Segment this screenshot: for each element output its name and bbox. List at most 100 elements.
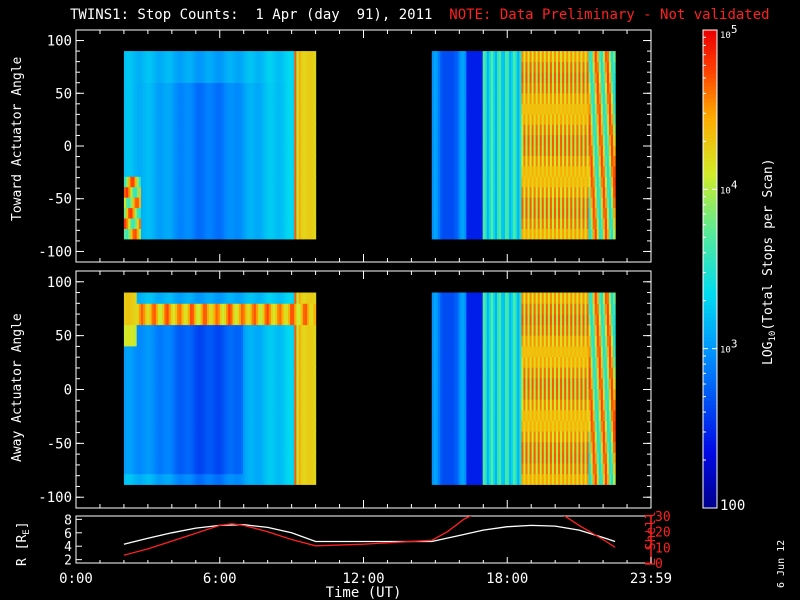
- away-heatmap-cell: [236, 345, 240, 358]
- toward-heatmap-cell: [251, 51, 255, 63]
- away-heatmap-cell: [132, 462, 136, 475]
- away-heatmap-cell: [311, 303, 315, 315]
- toward-heatmap-cell: [507, 197, 510, 209]
- away-heatmap-cell: [292, 462, 295, 475]
- toward-heatmap-cell: [446, 176, 449, 188]
- toward-heatmap-cell: [435, 155, 439, 167]
- toward-heatmap-cell: [226, 61, 229, 73]
- toward-heatmap-cell: [290, 144, 293, 156]
- toward-heatmap-cell: [130, 82, 134, 94]
- toward-heatmap-cell: [281, 155, 285, 167]
- toward-heatmap-cell: [304, 61, 308, 73]
- away-heatmap-cell: [213, 292, 217, 304]
- away-heatmap-cell: [145, 420, 148, 432]
- toward-heatmap-cell: [296, 217, 300, 229]
- away-heatmap-cell: [185, 292, 189, 304]
- toward-heatmap-cell: [138, 113, 142, 125]
- away-heatmap-cell: [245, 431, 249, 443]
- toward-heatmap-cell: [435, 197, 439, 209]
- toward-heatmap-cell: [285, 124, 289, 136]
- away-heatmap-cell: [170, 462, 174, 475]
- toward-heatmap-cell: [228, 103, 231, 115]
- toward-heatmap-cell: [470, 207, 474, 219]
- toward-heatmap-cell: [285, 217, 289, 229]
- away-heatmap-cell: [238, 473, 242, 485]
- away-heatmap-cell: [194, 388, 197, 400]
- away-heatmap-cell: [196, 303, 200, 315]
- away-heatmap-cell: [228, 377, 231, 390]
- toward-heatmap-cell: [209, 134, 212, 146]
- toward-heatmap-cell: [309, 197, 312, 209]
- toward-heatmap-cell: [549, 71, 553, 83]
- toward-heatmap-cell: [221, 155, 225, 167]
- toward-heatmap-cell: [574, 186, 577, 198]
- away-heatmap-cell: [155, 420, 159, 432]
- toward-heatmap-cell: [558, 207, 561, 219]
- toward-heatmap-cell: [153, 176, 157, 188]
- toward-heatmap-cell: [258, 134, 261, 146]
- away-heatmap-cell: [249, 462, 253, 475]
- toward-heatmap-cell: [586, 124, 590, 136]
- toward-heatmap-cell: [466, 113, 470, 125]
- toward-heatmap-cell: [309, 186, 312, 198]
- away-heatmap-cell: [251, 335, 255, 347]
- toward-heatmap-cell: [598, 144, 602, 156]
- away-heatmap-cell: [266, 313, 270, 326]
- away-heatmap-cell: [313, 420, 317, 432]
- toward-heatmap-cell: [138, 71, 142, 83]
- toward-heatmap-cell: [168, 134, 172, 146]
- away-heatmap-cell: [268, 420, 272, 432]
- toward-heatmap-cell: [251, 155, 255, 167]
- toward-heatmap-cell: [503, 228, 506, 240]
- toward-heatmap-cell: [140, 176, 144, 188]
- away-heatmap-cell: [230, 431, 234, 443]
- away-heatmap-cell: [279, 452, 283, 464]
- toward-heatmap-cell: [155, 176, 159, 188]
- away-heatmap-cell: [151, 303, 155, 315]
- toward-heatmap-cell: [279, 51, 283, 63]
- toward-heatmap-cell: [592, 144, 596, 156]
- away-heatmap-cell: [177, 420, 180, 432]
- toward-heatmap-cell: [596, 134, 600, 146]
- toward-heatmap-cell: [138, 92, 142, 104]
- toward-heatmap-cell: [570, 134, 573, 146]
- toward-heatmap-cell: [270, 155, 274, 167]
- toward-heatmap-cell: [604, 217, 608, 229]
- away-heatmap-cell: [160, 292, 163, 304]
- away-heatmap-cell: [138, 409, 142, 421]
- toward-heatmap-cell: [582, 92, 586, 104]
- toward-heatmap-cell: [537, 165, 541, 177]
- away-heatmap-cell: [153, 431, 157, 443]
- toward-heatmap-cell: [245, 92, 249, 104]
- toward-heatmap-cell: [300, 207, 304, 219]
- toward-heatmap-cell: [560, 92, 563, 104]
- toward-heatmap-cell: [177, 61, 180, 73]
- away-heatmap-cell: [189, 345, 193, 358]
- toward-heatmap-cell: [123, 186, 127, 198]
- toward-heatmap-cell: [153, 197, 157, 209]
- toward-heatmap-cell: [576, 51, 580, 63]
- toward-heatmap-cell: [576, 228, 580, 240]
- away-heatmap-cell: [272, 324, 276, 336]
- away-heatmap-cell: [172, 420, 176, 432]
- away-heatmap-cell: [309, 441, 312, 453]
- away-heatmap-cell: [219, 441, 223, 453]
- toward-heatmap-cell: [132, 51, 136, 63]
- toward-heatmap-cell: [490, 124, 494, 136]
- toward-heatmap-cell: [202, 197, 206, 209]
- away-heatmap-cell: [198, 452, 202, 464]
- toward-heatmap-cell: [153, 113, 157, 125]
- away-heatmap-cell: [258, 420, 261, 432]
- toward-heatmap-cell: [243, 61, 246, 73]
- toward-heatmap-cell: [608, 103, 612, 115]
- toward-heatmap-cell: [505, 186, 508, 198]
- toward-heatmap-cell: [164, 186, 168, 198]
- toward-heatmap-cell: [292, 217, 295, 229]
- toward-heatmap-cell: [490, 134, 494, 146]
- toward-heatmap-cell: [537, 51, 541, 63]
- toward-heatmap-cell: [584, 176, 588, 188]
- away-heatmap-cell: [228, 388, 231, 400]
- toward-heatmap-cell: [606, 197, 610, 209]
- toward-heatmap-cell: [460, 82, 463, 94]
- away-heatmap-cell: [292, 367, 295, 379]
